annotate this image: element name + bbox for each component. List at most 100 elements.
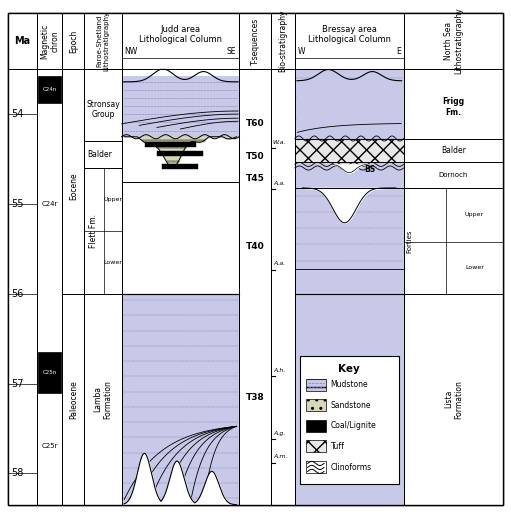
Bar: [404, 69, 503, 505]
Text: T45: T45: [246, 174, 264, 183]
Text: Lamba
Formation: Lamba Formation: [94, 380, 112, 419]
Bar: [37, 69, 62, 505]
Bar: [122, 137, 239, 181]
Bar: [8, 13, 37, 69]
Text: North Sea
Lithostratigraphy: North Sea Lithostratigraphy: [444, 8, 463, 75]
Text: Eocene: Eocene: [69, 172, 78, 200]
Bar: [37, 13, 62, 69]
Bar: [295, 269, 404, 294]
Text: Faroe-Shetland
Lithostratigraphy: Faroe-Shetland Lithostratigraphy: [97, 11, 109, 71]
Text: Flett Fm.: Flett Fm.: [89, 214, 98, 248]
Text: Paleocene: Paleocene: [69, 380, 78, 418]
Text: T40: T40: [246, 242, 264, 251]
Bar: [37, 13, 62, 69]
Bar: [271, 69, 295, 505]
Text: T-sequences: T-sequences: [250, 17, 260, 65]
Bar: [295, 69, 404, 505]
Text: W: W: [298, 47, 306, 56]
Bar: [145, 142, 196, 146]
Bar: [300, 356, 399, 484]
Bar: [295, 162, 404, 188]
Bar: [122, 76, 239, 137]
Text: Coal/Lignite: Coal/Lignite: [331, 421, 377, 430]
Bar: [122, 13, 239, 69]
Bar: [295, 13, 404, 69]
Text: Upper: Upper: [103, 197, 122, 202]
Bar: [239, 13, 271, 69]
Bar: [404, 13, 503, 69]
Text: T38: T38: [246, 393, 264, 401]
Text: C24r: C24r: [41, 201, 58, 207]
Bar: [271, 13, 295, 69]
Text: 57: 57: [11, 379, 23, 389]
Text: C25r: C25r: [41, 444, 58, 449]
Text: Stronsay
Group: Stronsay Group: [86, 100, 120, 119]
Text: Mudstone: Mudstone: [331, 380, 368, 389]
Text: SE: SE: [226, 47, 236, 56]
Bar: [122, 181, 239, 294]
Text: Key: Key: [338, 363, 360, 374]
Bar: [306, 420, 326, 432]
Text: C24n: C24n: [42, 87, 57, 91]
Text: Tuff: Tuff: [331, 442, 344, 451]
Bar: [295, 13, 404, 69]
Bar: [122, 69, 239, 505]
Text: E: E: [396, 47, 401, 56]
Text: Lower: Lower: [103, 260, 122, 265]
Text: 58: 58: [11, 468, 23, 479]
Bar: [295, 138, 404, 162]
Text: 56: 56: [11, 289, 23, 299]
Text: Magnetic
chron: Magnetic chron: [40, 24, 59, 59]
Bar: [62, 13, 84, 69]
Bar: [122, 13, 239, 69]
Bar: [271, 69, 295, 505]
Text: Upper: Upper: [465, 212, 484, 217]
Text: Balder: Balder: [87, 150, 112, 159]
Bar: [295, 294, 404, 505]
Bar: [84, 13, 122, 69]
Text: T60: T60: [246, 119, 264, 128]
Bar: [84, 13, 122, 69]
Bar: [404, 13, 503, 69]
Bar: [162, 164, 198, 169]
Bar: [306, 440, 326, 452]
Bar: [122, 294, 239, 505]
Bar: [404, 69, 503, 505]
Bar: [239, 13, 271, 69]
Bar: [122, 69, 239, 505]
Bar: [84, 69, 122, 505]
Bar: [62, 69, 84, 505]
Text: T50: T50: [246, 152, 264, 161]
Text: A.a.: A.a.: [273, 262, 285, 266]
Text: 55: 55: [11, 199, 23, 209]
Text: Sandstone: Sandstone: [331, 401, 371, 410]
Text: Lower: Lower: [465, 265, 484, 270]
Bar: [84, 69, 122, 505]
Bar: [37, 69, 62, 505]
Text: Epoch: Epoch: [69, 29, 78, 53]
Text: Judd area
Lithological Column: Judd area Lithological Column: [139, 25, 222, 44]
Text: W.a.: W.a.: [273, 140, 286, 145]
Bar: [239, 69, 271, 505]
Text: A.h.: A.h.: [273, 369, 285, 373]
Text: Balder: Balder: [441, 145, 466, 155]
Text: A.a.: A.a.: [273, 181, 285, 186]
Text: Bressay area
Lithological Column: Bressay area Lithological Column: [308, 25, 391, 44]
Bar: [306, 379, 326, 391]
Bar: [62, 69, 84, 505]
Text: C25n: C25n: [42, 370, 57, 375]
Text: Frigg
Fm.: Frigg Fm.: [443, 97, 464, 117]
Text: Ma: Ma: [14, 36, 30, 46]
Bar: [62, 13, 84, 69]
Text: Dornoch: Dornoch: [439, 172, 468, 178]
Bar: [239, 69, 271, 505]
Bar: [8, 69, 37, 505]
Text: Lista
Formation: Lista Formation: [444, 380, 463, 419]
Bar: [157, 151, 203, 156]
Bar: [38, 352, 61, 393]
Bar: [306, 399, 326, 411]
Bar: [306, 461, 326, 473]
Text: A.g.: A.g.: [273, 431, 285, 436]
Text: Clinoforms: Clinoforms: [331, 463, 371, 471]
Text: 54: 54: [11, 109, 23, 119]
